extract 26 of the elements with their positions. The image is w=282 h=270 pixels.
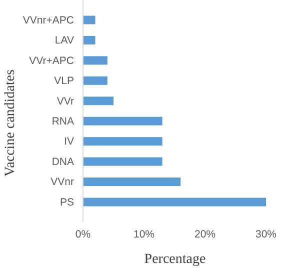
y-tick-label: DNA xyxy=(52,156,74,168)
bar xyxy=(83,76,108,85)
y-tick-label: VVnr xyxy=(50,176,75,188)
x-tick-label: 0% xyxy=(75,228,91,240)
bar xyxy=(83,198,266,206)
bar xyxy=(83,56,108,65)
bar xyxy=(83,116,162,126)
y-axis-title: Vaccine candidates xyxy=(3,70,18,176)
x-tick-label: 10% xyxy=(133,228,155,240)
x-tick-label: 30% xyxy=(255,228,277,240)
y-tick-label: VLP xyxy=(54,75,74,88)
y-tick-label: LAV xyxy=(54,34,74,47)
bar xyxy=(83,137,162,146)
bar xyxy=(83,96,114,106)
y-tick-label: IV xyxy=(64,136,74,148)
y-tick-label: VVnr+APC xyxy=(22,14,74,26)
y-tick-label: VVr+APC xyxy=(29,54,74,67)
bar xyxy=(83,178,181,186)
x-tick-label: 20% xyxy=(194,228,216,240)
bar xyxy=(83,36,96,44)
bar xyxy=(83,157,162,166)
y-tick-label: PS xyxy=(60,196,74,208)
y-tick-label: VVr xyxy=(56,95,74,108)
bar xyxy=(83,16,96,24)
y-tick-label: RNA xyxy=(52,115,74,128)
x-axis-title: Percentage xyxy=(144,252,206,267)
